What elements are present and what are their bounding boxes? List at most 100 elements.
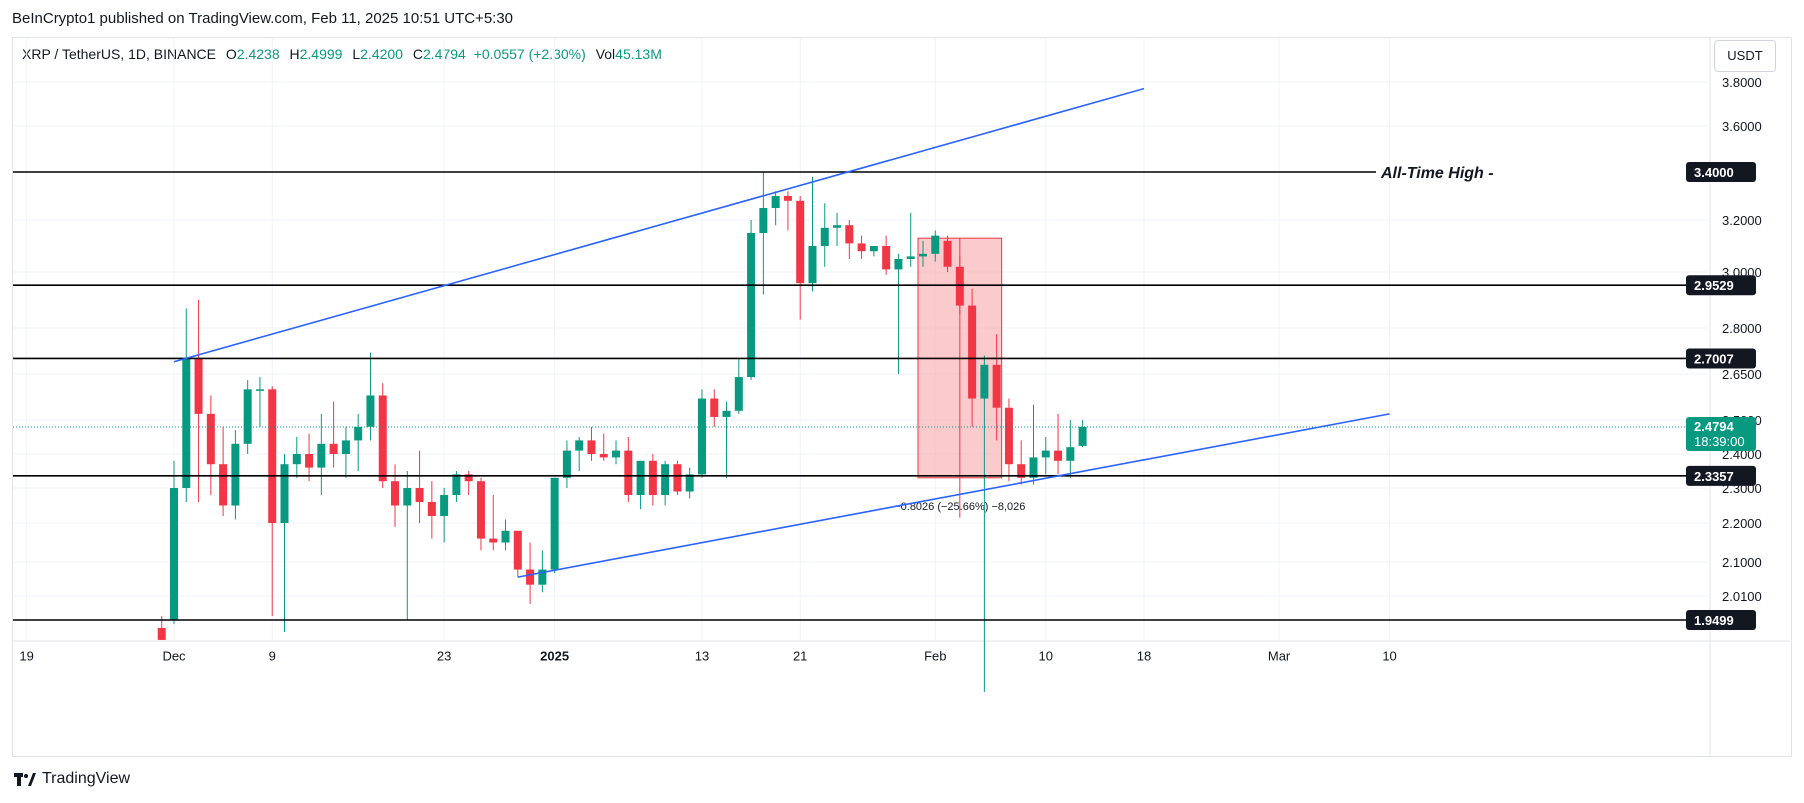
trendline-lower xyxy=(517,413,1390,578)
candle-body xyxy=(734,377,743,411)
candle-body xyxy=(857,243,866,252)
candle-body xyxy=(771,196,780,208)
candle-body xyxy=(305,454,314,468)
candle-body xyxy=(182,358,191,488)
time-tick-label: Mar xyxy=(1268,649,1291,664)
candle-body xyxy=(943,240,952,267)
current-price-tag xyxy=(1686,417,1756,452)
candle-body xyxy=(501,530,510,543)
candle-body xyxy=(587,440,596,454)
price-range-label: −0.8026 (−25.66%) −8,026 xyxy=(894,501,1025,513)
candle-body xyxy=(292,454,301,465)
candle-body xyxy=(906,256,915,259)
level-price-label: 2.7007 xyxy=(1694,351,1734,366)
level-price-label: 1.9499 xyxy=(1694,613,1734,628)
price-tick-label: 3.2000 xyxy=(1722,213,1762,228)
candle-body xyxy=(550,477,559,570)
currency-selector[interactable]: USDT xyxy=(1714,40,1776,72)
candle-body xyxy=(206,413,215,465)
candle-body xyxy=(1041,450,1050,458)
time-tick-label: Dec xyxy=(162,649,186,664)
candle-body xyxy=(808,246,817,284)
candle-body xyxy=(661,464,670,495)
price-tick-label: 2.8000 xyxy=(1722,321,1762,336)
price-tick-label: 2.6500 xyxy=(1722,367,1762,382)
candle-body xyxy=(526,569,535,585)
level-price-label: 3.4000 xyxy=(1694,165,1734,180)
candle-body xyxy=(268,389,277,523)
time-tick-label: 13 xyxy=(695,649,709,664)
candle-body xyxy=(354,426,363,441)
candle-body xyxy=(673,464,682,492)
level-price-label: 2.3357 xyxy=(1694,469,1734,484)
level-price-tag xyxy=(1686,465,1756,486)
candle-body xyxy=(992,364,1001,408)
symbol-name[interactable]: XRP / TetherUS, 1D, BINANCE xyxy=(22,46,216,62)
candle-body xyxy=(476,481,485,539)
time-tick-label: 23 xyxy=(437,649,451,664)
candle-body xyxy=(280,464,289,523)
candle-body xyxy=(747,233,756,378)
price-tick-label: 3.8000 xyxy=(1722,75,1762,90)
open-label: O xyxy=(225,46,237,62)
candle-body xyxy=(415,488,424,502)
candle-body xyxy=(1078,427,1087,446)
price-tick-label: 2.0100 xyxy=(1722,589,1762,604)
candle-body xyxy=(612,450,621,458)
candle-body xyxy=(1029,457,1038,478)
change-value: +0.0557 (+2.30%) xyxy=(473,46,586,62)
candle-body xyxy=(980,364,989,399)
candle-body xyxy=(317,443,326,468)
current-price-label: 2.4794 xyxy=(1694,419,1735,434)
volume-value: 45.13M xyxy=(615,46,662,62)
candle-body xyxy=(783,196,792,201)
candle-body xyxy=(624,450,633,495)
candle-body xyxy=(489,538,498,543)
candle-body xyxy=(403,488,412,506)
candle-body xyxy=(636,460,645,495)
candle-body xyxy=(391,481,400,506)
high-label: H xyxy=(289,46,300,62)
close-label: C xyxy=(412,46,423,62)
candle-body xyxy=(697,398,706,475)
countdown-label: 18:39:00 xyxy=(1694,434,1745,449)
candle-body xyxy=(329,443,338,454)
time-tick-label: 9 xyxy=(269,649,276,664)
candle-body xyxy=(955,266,964,306)
level-price-tag xyxy=(1686,275,1756,296)
candle-body xyxy=(796,200,805,284)
candle-body xyxy=(231,443,240,506)
level-note: All-Time High - xyxy=(1380,165,1494,182)
trendline-upper xyxy=(173,87,1145,363)
time-tick-label: 19 xyxy=(19,649,33,664)
tradingview-logo[interactable]: TradingView xyxy=(14,770,130,788)
candle-body xyxy=(648,460,657,495)
level-price-label: 2.9529 xyxy=(1694,278,1734,293)
candle-body xyxy=(599,454,608,458)
candle-body xyxy=(170,488,178,620)
level-price-tag xyxy=(1686,610,1756,630)
candle-body xyxy=(513,530,522,570)
candle-body xyxy=(1054,450,1063,461)
candle-body xyxy=(845,225,854,244)
candle-body xyxy=(440,495,449,516)
candle-body xyxy=(219,464,228,506)
chart-frame[interactable] xyxy=(12,37,1792,757)
candle-body xyxy=(194,358,203,414)
low-label: L xyxy=(352,46,361,62)
candle-body xyxy=(243,389,252,444)
candle-body xyxy=(685,474,694,492)
candle-body xyxy=(255,389,264,391)
candle-body xyxy=(918,253,927,257)
tradingview-brand: TradingView xyxy=(42,770,131,787)
low-value: 2.4200 xyxy=(360,46,403,62)
time-tick-label: 18 xyxy=(1137,649,1151,664)
price-tick-label: 2.2000 xyxy=(1722,516,1762,531)
high-value: 2.4999 xyxy=(299,46,343,62)
candle-body xyxy=(869,246,878,252)
candle-body xyxy=(1017,464,1026,478)
candle-body xyxy=(820,227,829,246)
time-tick-label: 21 xyxy=(793,649,807,664)
candle-body xyxy=(562,450,571,478)
